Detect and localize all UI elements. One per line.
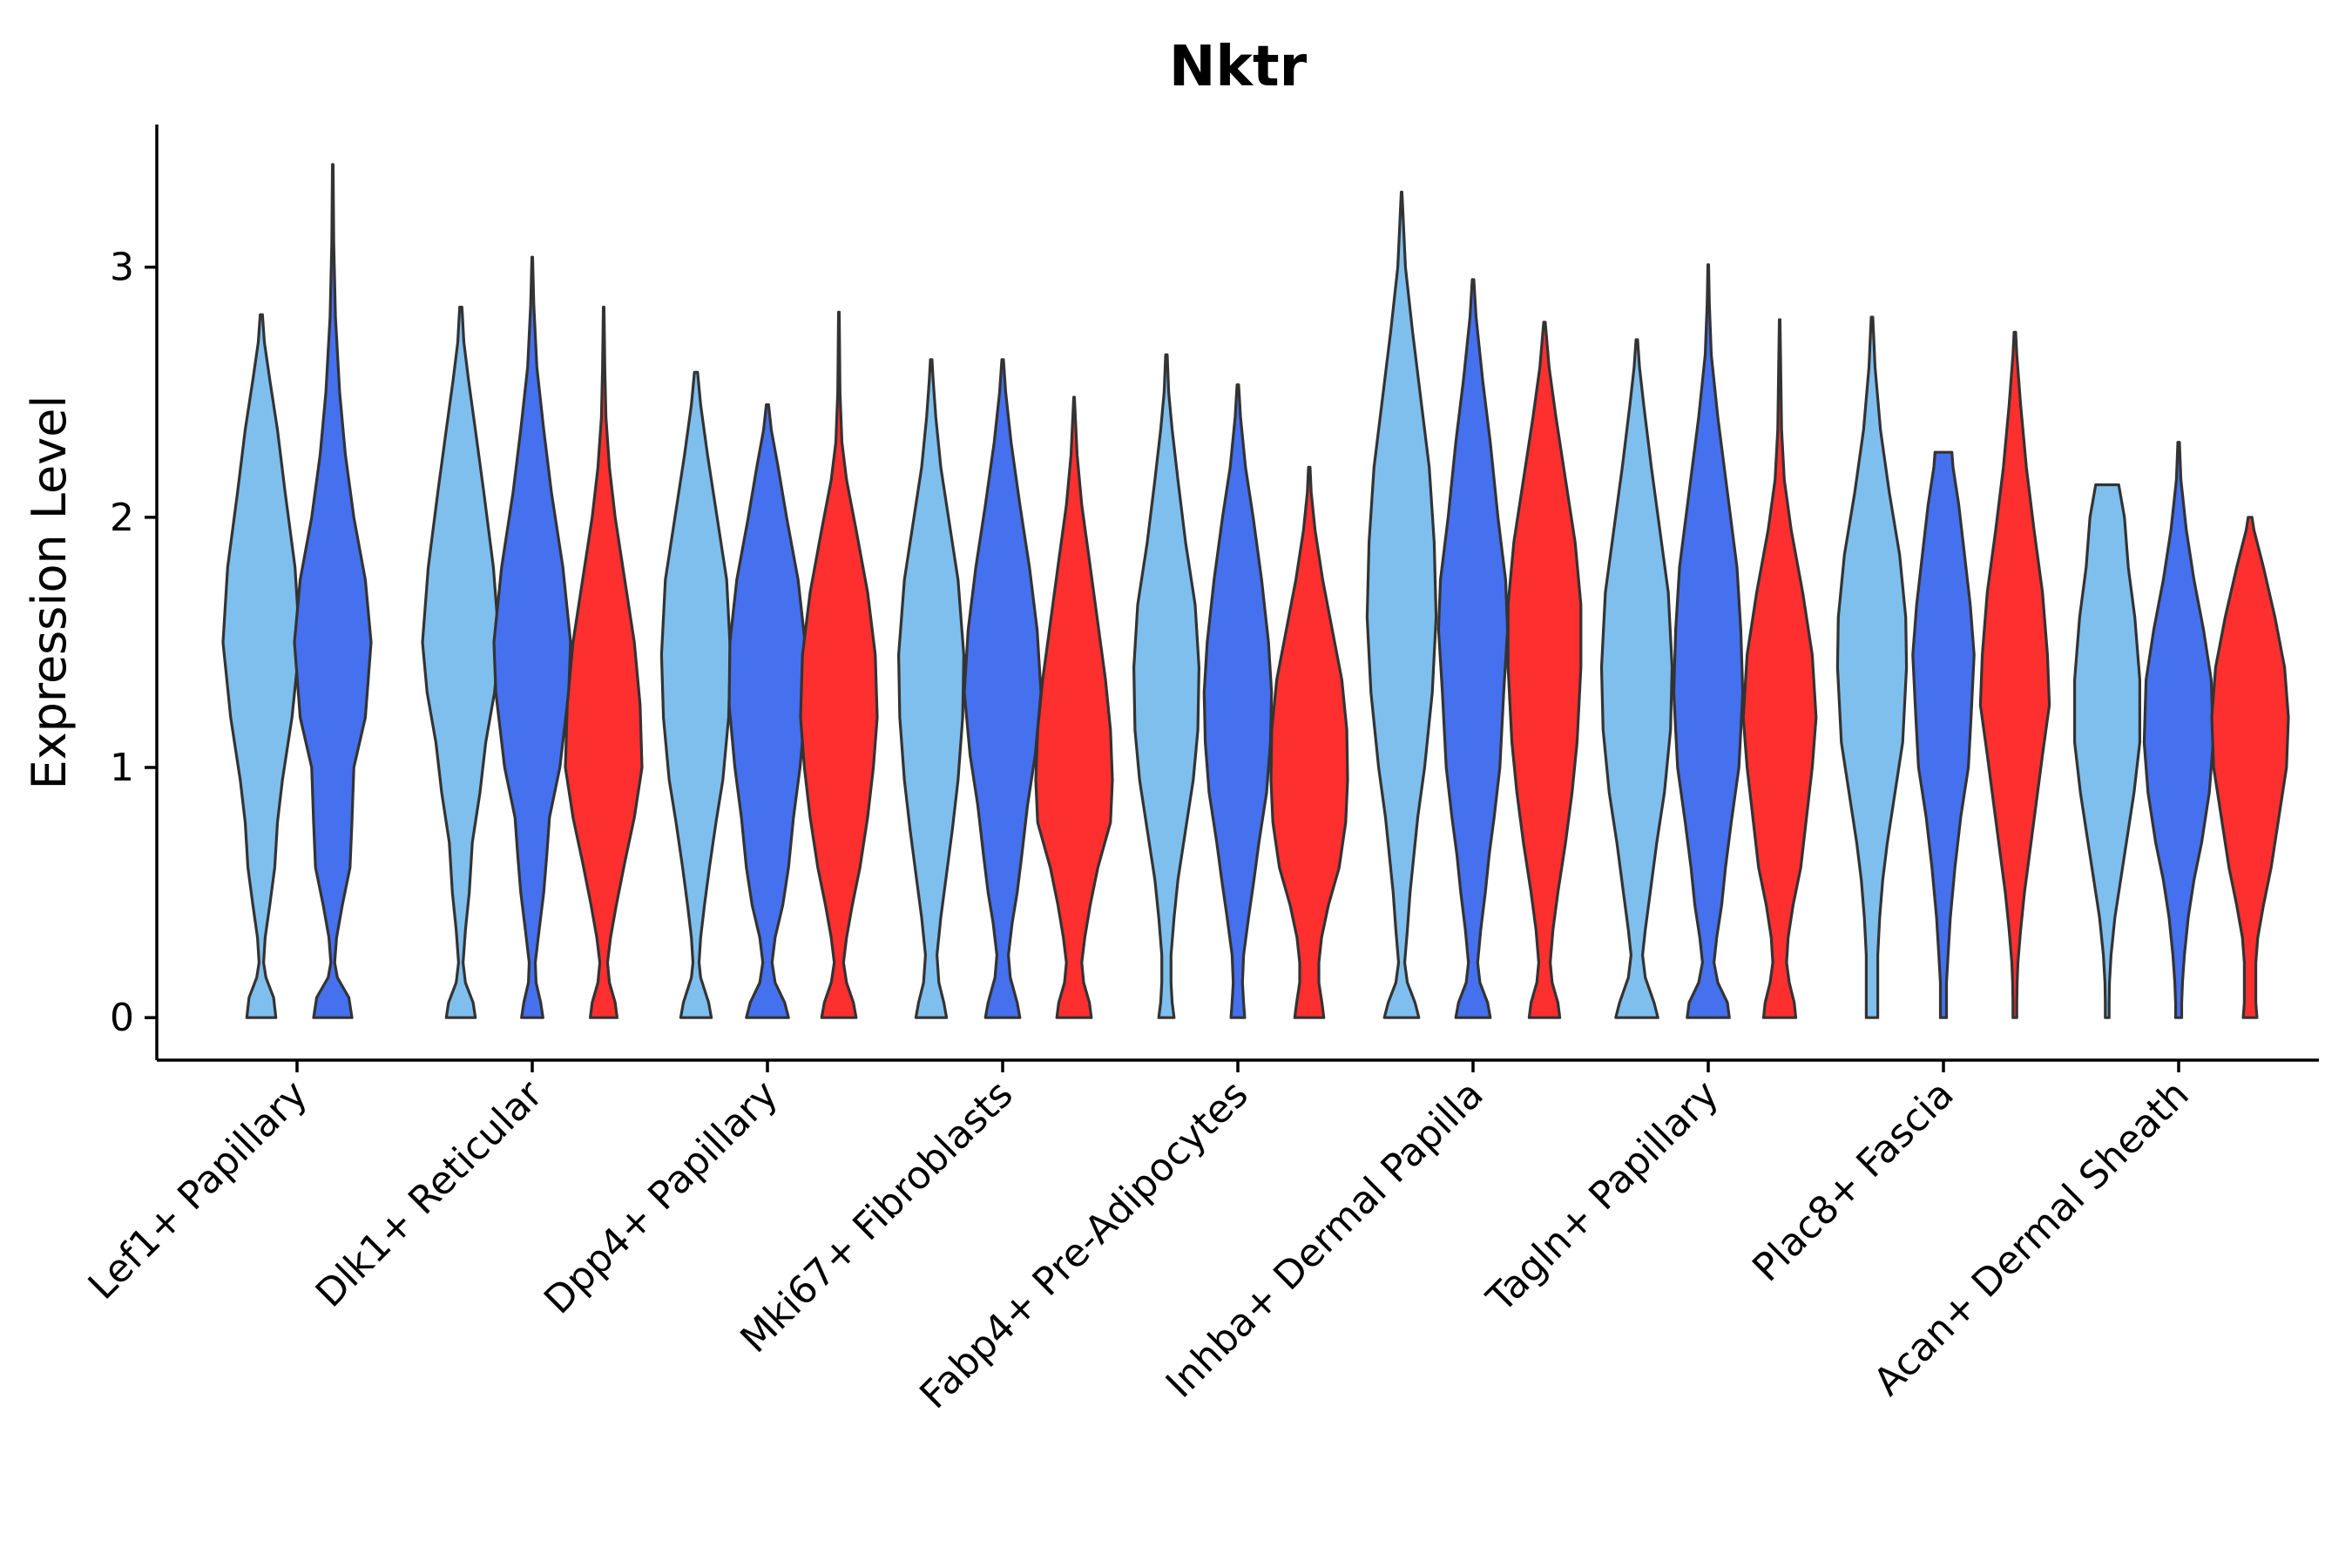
violin-mki67-fibroblasts-series-1 xyxy=(963,358,1043,1019)
violin-tagln-papillary-series-0 xyxy=(1599,338,1674,1019)
y-tick-label: 3 xyxy=(110,246,134,290)
violin-plac8-fascia-series-0 xyxy=(1835,315,1909,1019)
y-tick-label: 1 xyxy=(110,746,134,790)
violin-dlk1-reticular-series-2 xyxy=(564,306,644,1019)
violin-dpp4-papillary-series-0 xyxy=(659,370,733,1019)
violin-plac8-fascia-series-2 xyxy=(1978,330,2051,1019)
violin-plac8-fascia-series-1 xyxy=(1911,450,1976,1019)
violin-lef1-papillary-series-1 xyxy=(293,163,373,1019)
violin-inhba-dermal-papilla-series-2 xyxy=(1506,321,1583,1019)
x-tick-label: Tagln+ Papillary xyxy=(1478,1072,1727,1321)
violin-dlk1-reticular-series-0 xyxy=(421,306,501,1019)
violin-fabp4-pre-adipocytes-series-1 xyxy=(1202,383,1274,1019)
chart-title: Nktr xyxy=(1169,35,1308,99)
violin-lef1-papillary-series-0 xyxy=(221,313,301,1019)
violin-tagln-papillary-series-2 xyxy=(1741,318,1818,1019)
violin-dlk1-reticular-series-1 xyxy=(492,255,572,1019)
y-axis: 0 1 2 3 xyxy=(110,125,159,1060)
violin-acan-dermal-sheath-series-2 xyxy=(2210,516,2290,1019)
violin-tagln-papillary-series-1 xyxy=(1672,263,1745,1019)
y-tick-label: 2 xyxy=(110,496,134,540)
violin-fabp4-pre-adipocytes-series-0 xyxy=(1132,353,1200,1019)
violin-dpp4-papillary-series-2 xyxy=(799,310,879,1019)
violin-acan-dermal-sheath-series-0 xyxy=(2073,483,2141,1019)
y-tick-label: 0 xyxy=(110,996,134,1040)
violin-acan-dermal-sheath-series-1 xyxy=(2142,441,2215,1019)
violin-fabp4-pre-adipocytes-series-2 xyxy=(1269,465,1349,1019)
violin-mki67-fibroblasts-series-2 xyxy=(1034,395,1114,1019)
x-tick-label: Dpp4+ Papillary xyxy=(536,1072,787,1323)
violin-inhba-dermal-papilla-series-0 xyxy=(1365,190,1438,1019)
y-axis-label: Expression Level xyxy=(22,395,77,790)
x-tick-label: Plac8+ Fascia xyxy=(1744,1072,1963,1291)
violin-mki67-fibroblasts-series-0 xyxy=(897,358,965,1019)
violin-dpp4-papillary-series-1 xyxy=(727,403,808,1019)
violin-group xyxy=(221,163,2290,1019)
x-tick-label: Dlk1+ Reticular xyxy=(308,1071,552,1316)
violin-inhba-dermal-papilla-series-1 xyxy=(1436,278,1510,1019)
x-tick-label: Lef1+ Papillary xyxy=(80,1072,316,1308)
